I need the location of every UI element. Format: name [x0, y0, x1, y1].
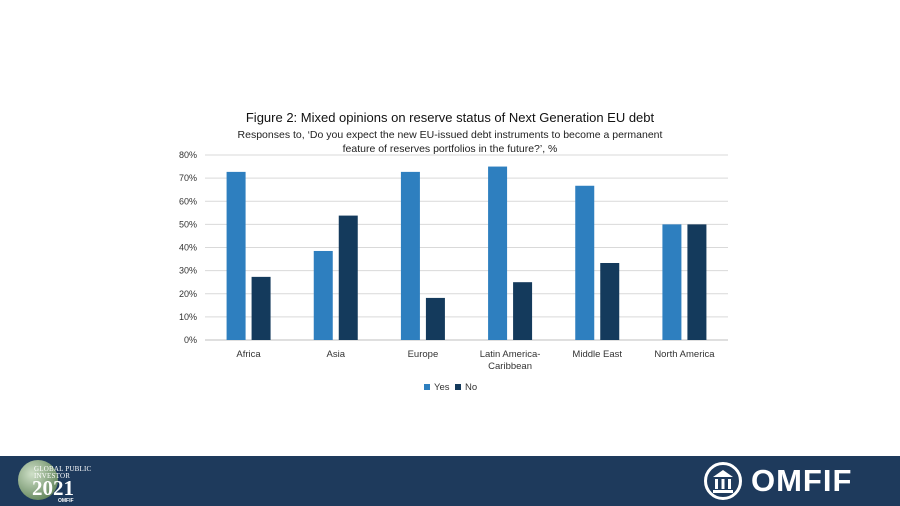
bar-chart: 0% 10% 20% 30% 40% 50% 60% 70% 80% Africa Asia Euro… — [179, 150, 728, 393]
bar-no-2 — [425, 297, 445, 340]
legend-label-yes: Yes — [434, 382, 450, 393]
event-logo: GLOBAL PUBLIC INVESTOR 2021 OMFIF — [14, 458, 94, 506]
brand-logo: OMFIF — [703, 461, 888, 501]
brand-logo-text: OMFIF — [751, 463, 853, 498]
legend-swatch-yes — [424, 384, 430, 390]
legend-label-no: No — [465, 382, 477, 393]
chart-subtitle-line-1: Responses to, ‘Do you expect the new EU-… — [237, 129, 663, 141]
bar-yes-1 — [313, 250, 333, 340]
y-tick-label: 70% — [179, 173, 197, 183]
bar-yes-2 — [400, 171, 420, 340]
x-tick-label: North America — [654, 349, 715, 360]
y-tick-label: 60% — [179, 196, 197, 206]
bar-no-3 — [513, 282, 533, 340]
globe-icon — [18, 460, 58, 500]
event-logo-name: GLOBAL PUBLIC INVESTOR — [34, 466, 91, 480]
institution-icon — [704, 462, 742, 500]
footer-bar — [0, 456, 900, 506]
chart-title: Figure 2: Mixed opinions on reserve stat… — [245, 110, 655, 125]
legend-swatch-no — [455, 384, 461, 390]
y-tick-label: 80% — [179, 150, 197, 160]
bar-no-5 — [687, 224, 707, 340]
bar-no-0 — [251, 276, 271, 340]
bar-yes-4 — [575, 185, 595, 340]
bar-yes-0 — [226, 171, 246, 340]
x-tick-label: Middle East — [572, 349, 622, 360]
x-tick-label: Africa — [236, 349, 261, 360]
event-logo-name-line-2: INVESTOR — [34, 472, 71, 480]
x-tick-label: Latin America- — [480, 349, 541, 360]
bar-yes-3 — [488, 166, 508, 340]
y-tick-label: 50% — [179, 219, 197, 229]
x-tick-label: Europe — [408, 349, 439, 360]
y-tick-label: 10% — [179, 312, 197, 322]
bar-no-4 — [600, 262, 620, 340]
y-tick-label: 30% — [179, 266, 197, 276]
y-tick-label: 20% — [179, 289, 197, 299]
bar-no-1 — [338, 215, 358, 340]
event-logo-name-line-1: GLOBAL PUBLIC — [34, 465, 92, 473]
event-logo-org: OMFIF — [58, 498, 74, 504]
chart-subtitle: Responses to, ‘Do you expect the new EU-… — [200, 128, 700, 156]
event-logo-year: 2021 — [32, 476, 74, 500]
x-tick-label: Caribbean — [488, 361, 532, 372]
chart-subtitle-line-2: feature of reserves portfolios in the fu… — [342, 143, 558, 155]
y-tick-label: 40% — [179, 243, 197, 253]
y-tick-label: 0% — [184, 335, 197, 345]
x-tick-label: Asia — [327, 349, 346, 360]
bar-yes-5 — [662, 224, 682, 340]
